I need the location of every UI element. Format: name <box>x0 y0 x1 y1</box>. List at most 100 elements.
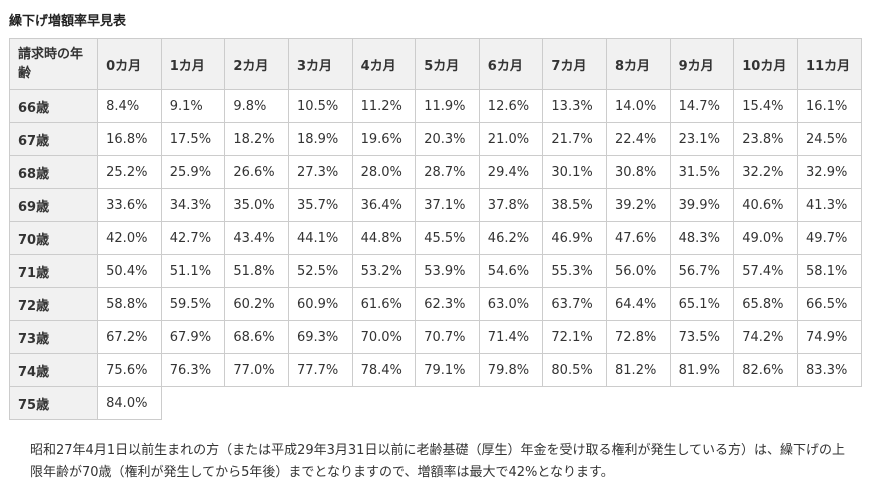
rate-value-cell: 30.8% <box>606 155 671 189</box>
rate-value-cell: 28.7% <box>415 155 480 189</box>
rate-value-cell: 81.9% <box>669 353 735 387</box>
age-header-cell: 66歳 <box>8 89 99 123</box>
rate-value-cell: 46.9% <box>542 221 608 255</box>
rate-value-cell: 71.4% <box>478 320 544 354</box>
age-header-cell: 69歳 <box>8 188 99 222</box>
rate-value-cell: 32.2% <box>733 155 799 189</box>
table-row: 75歳 84.0% <box>8 386 862 420</box>
rate-value-cell: 29.4% <box>478 155 544 189</box>
table-head: 請求時の年齢 0カ月 1カ月 2カ月 3カ月 4カ月 5カ月 6カ月 7カ月 8カ月 9カ月 10カ… <box>8 38 862 90</box>
rate-value-cell: 28.0% <box>351 155 417 189</box>
rate-value-cell: 72.1% <box>542 320 608 354</box>
age-header-cell: 68歳 <box>8 155 99 189</box>
rate-value-cell: 23.8% <box>733 122 799 156</box>
rate-value-cell: 59.5% <box>160 287 226 321</box>
rate-value-cell: 46.2% <box>478 221 544 255</box>
rate-value-cell: 42.7% <box>160 221 226 255</box>
month-header-cell: 6カ月 <box>478 38 544 90</box>
rate-value-cell: 38.5% <box>542 188 608 222</box>
rate-value-cell: 39.2% <box>606 188 671 222</box>
table-row: 68歳 25.2% 25.9% 26.6% 27.3% 28.0% 28.7% 29.4% 30… <box>8 155 862 189</box>
age-header-cell: 67歳 <box>8 122 99 156</box>
rate-value-cell: 77.7% <box>287 353 353 387</box>
age-header-cell: 71歳 <box>8 254 99 288</box>
rate-value-cell: 62.3% <box>415 287 480 321</box>
rate-value-cell: 34.3% <box>160 188 226 222</box>
table-row: 67歳 16.8% 17.5% 18.2% 18.9% 19.6% 20.3% 21.0% 21… <box>8 122 862 156</box>
rate-value-cell: 51.8% <box>224 254 289 288</box>
rate-value-cell: 53.2% <box>351 254 417 288</box>
rate-value-cell: 82.6% <box>733 353 799 387</box>
rate-value-cell: 79.1% <box>415 353 480 387</box>
table-row: 72歳 58.8% 59.5% 60.2% 60.9% 61.6% 62.3% 63.0% 63… <box>8 287 862 321</box>
age-header-cell: 74歳 <box>8 353 99 387</box>
month-header-cell: 4カ月 <box>351 38 417 90</box>
rate-value-cell: 27.3% <box>287 155 353 189</box>
rate-value-cell: 70.0% <box>351 320 417 354</box>
rate-value-cell: 61.6% <box>351 287 417 321</box>
table-row: 71歳 50.4% 51.1% 51.8% 52.5% 53.2% 53.9% 54.6% 55… <box>8 254 862 288</box>
rate-value-cell: 20.3% <box>415 122 480 156</box>
rate-value-cell: 67.9% <box>160 320 226 354</box>
age-header-cell: 70歳 <box>8 221 99 255</box>
rate-value-cell: 49.0% <box>733 221 799 255</box>
table-row: 69歳 33.6% 34.3% 35.0% 35.7% 36.4% 37.1% 37.8% 38… <box>8 188 862 222</box>
rate-value-cell: 36.4% <box>351 188 417 222</box>
rate-value-cell: 19.6% <box>351 122 417 156</box>
rate-value-cell: 58.1% <box>797 254 862 288</box>
rate-value-cell: 37.1% <box>415 188 480 222</box>
rate-value-cell: 44.1% <box>287 221 353 255</box>
rate-value-cell: 49.7% <box>797 221 862 255</box>
rate-value-cell: 69.3% <box>287 320 353 354</box>
rate-value-cell: 70.7% <box>415 320 480 354</box>
rate-value-cell: 14.0% <box>606 89 671 123</box>
rate-value-cell: 22.4% <box>606 122 671 156</box>
rate-value-cell: 73.5% <box>669 320 735 354</box>
rate-value-cell: 56.7% <box>669 254 735 288</box>
rate-value-cell: 39.9% <box>669 188 735 222</box>
rate-value-cell: 18.2% <box>224 122 289 156</box>
rate-value-cell: 74.9% <box>797 320 862 354</box>
rate-value-cell: 58.8% <box>97 287 162 321</box>
table-body: 66歳 8.4% 9.1% 9.8% 10.5% 11.2% 11.9% 12.6% 13.3%… <box>8 89 862 420</box>
age-header-cell: 73歳 <box>8 320 99 354</box>
rate-value-cell: 30.1% <box>542 155 608 189</box>
rate-value-cell: 63.0% <box>478 287 544 321</box>
rate-value-cell: 54.6% <box>478 254 544 288</box>
rate-value-cell: 14.7% <box>669 89 735 123</box>
page-title: 繰下げ増額率早見表 <box>9 14 127 29</box>
rate-value-cell: 24.5% <box>797 122 862 156</box>
rate-value-cell: 47.6% <box>606 221 671 255</box>
rate-value-cell: 72.8% <box>606 320 671 354</box>
rate-value-cell: 16.1% <box>797 89 862 123</box>
age-header-cell: 75歳 <box>8 386 99 420</box>
rate-value-cell: 13.3% <box>542 89 608 123</box>
rate-value-cell: 60.9% <box>287 287 353 321</box>
rate-value-cell: 63.7% <box>542 287 608 321</box>
blank-cell <box>161 386 862 420</box>
rate-value-cell: 9.1% <box>160 89 226 123</box>
rate-value-cell: 18.9% <box>287 122 353 156</box>
table-header-row: 請求時の年齢 0カ月 1カ月 2カ月 3カ月 4カ月 5カ月 6カ月 7カ月 8カ月 9カ月 10カ… <box>8 38 862 90</box>
rate-value-cell: 76.3% <box>160 353 226 387</box>
rate-value-cell: 45.5% <box>415 221 480 255</box>
month-header-cell: 7カ月 <box>542 38 608 90</box>
rate-value-cell: 8.4% <box>97 89 162 123</box>
rate-value-cell: 35.0% <box>224 188 289 222</box>
rate-value-cell: 57.4% <box>733 254 799 288</box>
rate-value-cell: 75.6% <box>97 353 162 387</box>
rate-value-cell: 12.6% <box>478 89 544 123</box>
month-header-cell: 3カ月 <box>287 38 353 90</box>
rate-value-cell: 60.2% <box>224 287 289 321</box>
rate-value-cell: 74.2% <box>733 320 799 354</box>
month-header-cell: 10カ月 <box>733 38 799 90</box>
rate-value-cell: 21.7% <box>542 122 608 156</box>
rate-value-cell: 37.8% <box>478 188 544 222</box>
month-header-cell: 11カ月 <box>797 38 862 90</box>
rate-value-cell: 15.4% <box>733 89 799 123</box>
month-header-cell: 8カ月 <box>606 38 671 90</box>
rate-value-cell: 10.5% <box>287 89 353 123</box>
rate-value-cell: 31.5% <box>669 155 735 189</box>
table-row: 74歳 75.6% 76.3% 77.0% 77.7% 78.4% 79.1% 79.8% 80… <box>8 353 862 387</box>
rate-value-cell: 48.3% <box>669 221 735 255</box>
